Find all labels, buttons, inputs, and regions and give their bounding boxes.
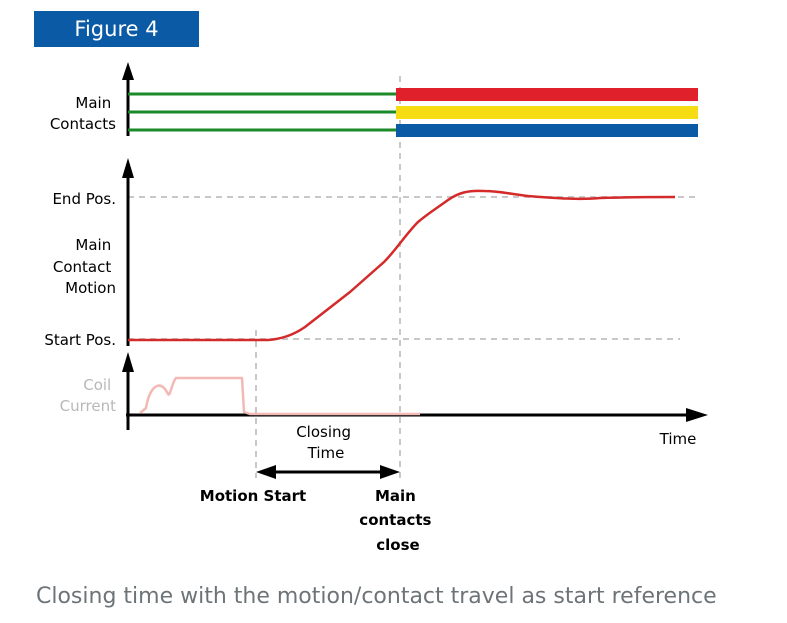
up-arrow-icon xyxy=(122,158,134,178)
main-contact-motion-label: Main Contact Motion xyxy=(53,236,116,297)
right-arrowhead-icon xyxy=(380,465,400,479)
left-arrowhead-icon xyxy=(256,465,276,479)
figure-label: Figure 4 xyxy=(34,11,199,47)
figure-caption: Closing time with the motion/contact tra… xyxy=(36,584,717,609)
contact-motion-curve xyxy=(128,189,676,342)
phase-blue-bar xyxy=(396,124,698,137)
contact-motion-panel: End Pos. Main Contact Motion Start Pos. xyxy=(44,158,676,349)
main-contacts-panel: Main Contacts xyxy=(50,62,698,137)
coil-current-curve xyxy=(139,376,420,416)
motion-start-label: Motion Start xyxy=(200,487,306,505)
closing-time-annotation: Closing Time Motion Start Main contacts … xyxy=(200,423,436,554)
time-axis-label: Time xyxy=(659,430,697,448)
closing-time-label: Closing Time xyxy=(296,423,356,462)
start-pos-label: Start Pos. xyxy=(44,331,116,349)
phase-yellow-bar xyxy=(396,106,698,119)
up-arrow-icon xyxy=(122,62,134,80)
phase-red-bar xyxy=(396,88,698,101)
coil-current-panel: Coil Current Time xyxy=(60,352,708,448)
end-pos-label: End Pos. xyxy=(52,190,116,208)
main-contacts-label: Main Contacts xyxy=(50,94,116,133)
coil-current-label: Coil Current xyxy=(60,376,116,415)
up-arrow-icon xyxy=(122,352,134,372)
main-contacts-close-label: Main contacts close xyxy=(359,487,436,554)
right-arrow-icon xyxy=(686,408,708,422)
